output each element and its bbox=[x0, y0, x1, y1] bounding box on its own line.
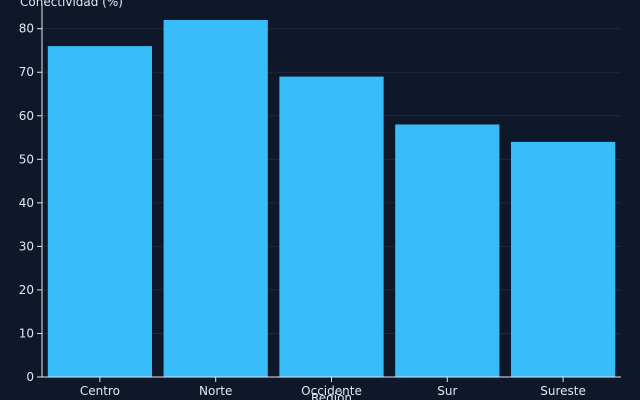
bar-centro bbox=[47, 46, 153, 378]
x-tick-label: Occidente bbox=[301, 384, 362, 398]
y-tick-label: 40 bbox=[19, 196, 34, 210]
y-tick-label: 70 bbox=[19, 65, 34, 79]
y-tick-label: 60 bbox=[19, 109, 34, 123]
y-tick-label: 0 bbox=[26, 370, 34, 384]
bar-norte bbox=[163, 20, 268, 377]
x-tick-label: Sureste bbox=[540, 384, 586, 398]
y-axis-ticks: 0 10 20 30 40 50 60 70 80 bbox=[19, 22, 42, 384]
y-tick-label: 50 bbox=[19, 152, 34, 166]
x-axis-title: Región bbox=[311, 391, 352, 400]
y-tick-label: 10 bbox=[19, 326, 34, 340]
y-tick-label: 30 bbox=[19, 239, 34, 253]
bar-sur bbox=[395, 124, 500, 377]
y-tick-label: 20 bbox=[19, 283, 34, 297]
y-tick-label: 80 bbox=[19, 22, 34, 36]
x-tick-label: Centro bbox=[80, 384, 120, 398]
x-tick-label: Norte bbox=[199, 384, 232, 398]
bars bbox=[47, 20, 616, 378]
y-axis-title: Conectividad (%) bbox=[20, 0, 123, 9]
x-tick-label: Sur bbox=[437, 384, 457, 398]
bar-occidente bbox=[279, 76, 384, 377]
bar-sureste bbox=[510, 141, 616, 377]
x-axis-ticks: Centro Norte Occidente Sur Sureste bbox=[80, 377, 586, 398]
